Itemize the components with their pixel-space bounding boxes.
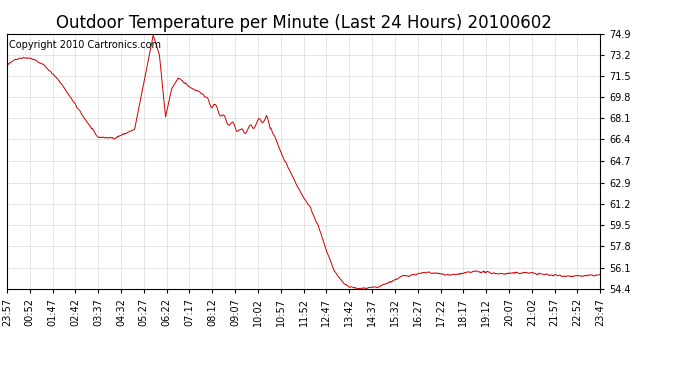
Text: Copyright 2010 Cartronics.com: Copyright 2010 Cartronics.com bbox=[9, 40, 161, 50]
Title: Outdoor Temperature per Minute (Last 24 Hours) 20100602: Outdoor Temperature per Minute (Last 24 … bbox=[56, 14, 551, 32]
